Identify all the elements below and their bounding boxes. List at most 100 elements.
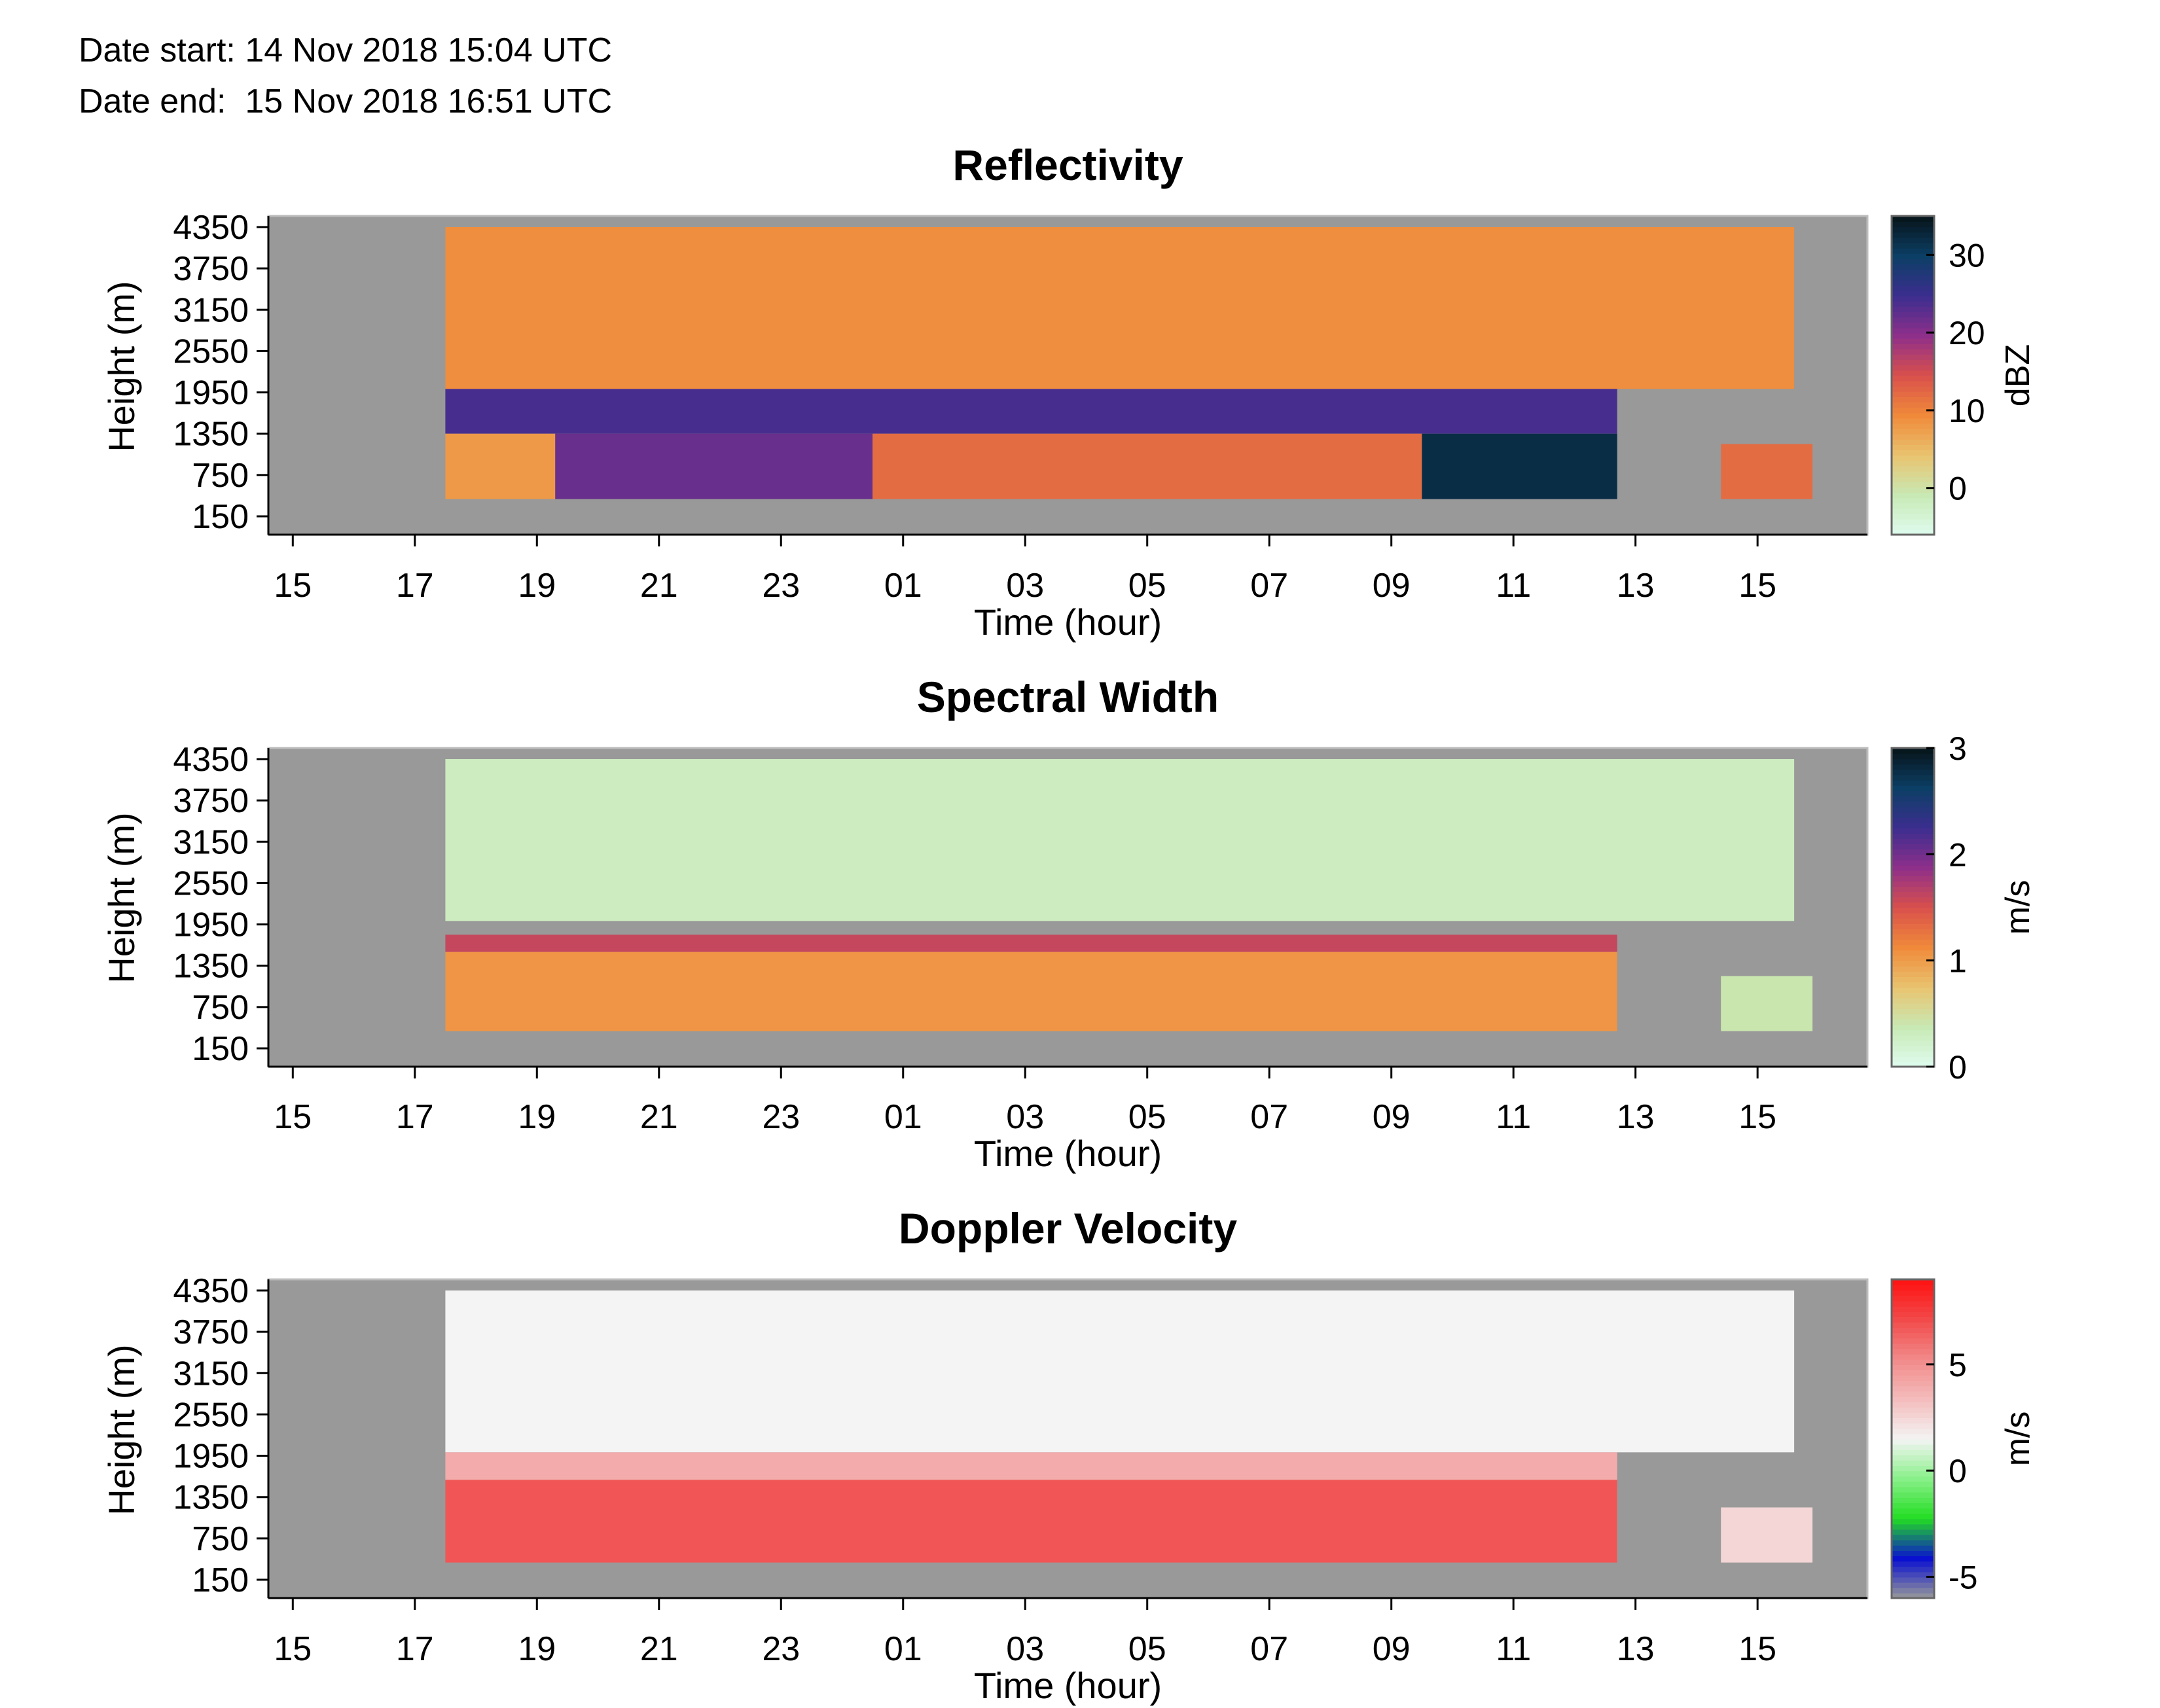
heatmap-cell-velocity-upper bbox=[445, 1290, 1795, 1453]
y-axis-label: Height (m) bbox=[101, 1344, 142, 1515]
colorbar-step bbox=[1892, 1327, 1934, 1334]
y-tick-label: 3750 bbox=[173, 1313, 249, 1351]
colorbar-step bbox=[1892, 912, 1934, 919]
x-tick-label: 07 bbox=[1250, 1098, 1288, 1136]
colorbar-step bbox=[1892, 465, 1934, 472]
colorbar-step bbox=[1892, 897, 1934, 903]
colorbar-step bbox=[1892, 806, 1934, 813]
x-tick-label: 05 bbox=[1128, 1630, 1166, 1668]
colorbar-step bbox=[1892, 1008, 1934, 1014]
colorbar-step bbox=[1892, 253, 1934, 259]
colorbar-step bbox=[1892, 1285, 1934, 1291]
y-axis-label: Height (m) bbox=[101, 812, 142, 983]
colorbar-step bbox=[1892, 1316, 1934, 1323]
colorbar-step bbox=[1892, 311, 1934, 318]
y-tick-label: 1350 bbox=[173, 1479, 249, 1517]
x-tick-label: 13 bbox=[1617, 1630, 1655, 1668]
y-tick-label: 4350 bbox=[173, 741, 249, 779]
colorbar-step bbox=[1892, 348, 1934, 355]
colorbar-step bbox=[1892, 1566, 1934, 1573]
y-tick-label: 3750 bbox=[173, 782, 249, 820]
y-tick-label: 2550 bbox=[173, 864, 249, 902]
x-tick-label: 01 bbox=[884, 1098, 922, 1136]
colorbar-step bbox=[1892, 987, 1934, 993]
colorbar-step bbox=[1892, 300, 1934, 307]
colorbar-step bbox=[1892, 221, 1934, 228]
y-tick-label: 4350 bbox=[173, 209, 249, 247]
colorbar-label: m/s bbox=[1999, 1412, 2037, 1467]
colorbar-step bbox=[1892, 880, 1934, 887]
colorbar-step bbox=[1892, 529, 1934, 535]
date-start-label: Date start: 14 Nov 2018 15:04 UTC bbox=[79, 31, 613, 69]
colorbar-step bbox=[1892, 1306, 1934, 1312]
colorbar-step bbox=[1892, 982, 1934, 988]
x-axis-label: Time (hour) bbox=[974, 1665, 1162, 1706]
colorbar-step bbox=[1892, 1035, 1934, 1041]
colorbar-step bbox=[1892, 832, 1934, 839]
heatmap-cell-echo-mid bbox=[445, 389, 1617, 434]
colorbar-step bbox=[1892, 976, 1934, 983]
colorbar-step bbox=[1892, 285, 1934, 291]
colorbar-label: m/s bbox=[1999, 880, 2037, 935]
colorbar-step bbox=[1892, 290, 1934, 296]
colorbar-step bbox=[1892, 902, 1934, 908]
colorbar-step bbox=[1892, 407, 1934, 414]
heatmap-cell-echo-low-center bbox=[873, 433, 1422, 499]
y-axis-label: Height (m) bbox=[101, 281, 142, 452]
colorbar-step bbox=[1892, 811, 1934, 818]
colorbar-step bbox=[1892, 1454, 1934, 1461]
colorbar-step bbox=[1892, 1544, 1934, 1551]
x-tick-label: 13 bbox=[1617, 567, 1655, 605]
x-tick-label: 07 bbox=[1250, 567, 1288, 605]
x-tick-label: 03 bbox=[1006, 1098, 1044, 1136]
colorbar-step bbox=[1892, 1338, 1934, 1344]
colorbar-step bbox=[1892, 970, 1934, 978]
colorbar-step bbox=[1892, 380, 1934, 387]
y-tick-label: 1350 bbox=[173, 416, 249, 454]
colorbar-step bbox=[1892, 1518, 1934, 1525]
colorbar-step bbox=[1892, 1561, 1934, 1567]
colorbar-step bbox=[1892, 950, 1934, 956]
x-axis-label: Time (hour) bbox=[974, 601, 1162, 643]
colorbar-step bbox=[1892, 1300, 1934, 1307]
x-axis-label: Time (hour) bbox=[974, 1133, 1162, 1174]
x-tick-label: 17 bbox=[396, 1630, 434, 1668]
chart-panel-0: Reflectivity4350375031502550195013507501… bbox=[101, 141, 2037, 643]
colorbar-step bbox=[1892, 875, 1934, 881]
colorbar-step bbox=[1892, 492, 1934, 499]
colorbar-step bbox=[1892, 481, 1934, 488]
colorbar-step bbox=[1892, 944, 1934, 951]
y-tick-label: 3150 bbox=[173, 823, 249, 861]
colorbar-step bbox=[1892, 237, 1934, 243]
colorbar-step bbox=[1892, 279, 1934, 286]
colorbar-step bbox=[1892, 827, 1934, 834]
colorbar-step bbox=[1892, 1481, 1934, 1487]
colorbar-step bbox=[1892, 295, 1934, 302]
colorbar-step bbox=[1892, 822, 1934, 828]
x-tick-label: 11 bbox=[1496, 1630, 1531, 1668]
heatmap-cell-velocity-low bbox=[445, 1480, 1617, 1563]
x-tick-label: 03 bbox=[1006, 1630, 1044, 1668]
colorbar-frame bbox=[1890, 1278, 1935, 1599]
colorbar-step bbox=[1892, 338, 1934, 344]
colorbar-step bbox=[1892, 264, 1934, 270]
colorbar-step bbox=[1892, 1576, 1934, 1583]
colorbar-step bbox=[1892, 1513, 1934, 1520]
colorbar-step bbox=[1892, 1018, 1934, 1025]
colorbar-step bbox=[1892, 391, 1934, 397]
x-tick-label: 21 bbox=[640, 1630, 678, 1668]
x-tick-label: 19 bbox=[518, 567, 556, 605]
colorbar-step bbox=[1892, 1486, 1934, 1493]
colorbar-step bbox=[1892, 1417, 1934, 1424]
colorbar-step bbox=[1892, 838, 1934, 845]
colorbar-step bbox=[1892, 1539, 1934, 1546]
colorbar-step bbox=[1892, 375, 1934, 382]
colorbar-step bbox=[1892, 764, 1934, 770]
colorbar-step bbox=[1892, 1396, 1934, 1402]
x-tick-label: 03 bbox=[1006, 567, 1044, 605]
y-tick-label: 750 bbox=[192, 989, 249, 1027]
heatmap-cell-velocity-mid bbox=[445, 1452, 1617, 1480]
colorbar-step bbox=[1892, 471, 1934, 477]
x-tick-label: 21 bbox=[640, 567, 678, 605]
colorbar-step bbox=[1892, 460, 1934, 467]
